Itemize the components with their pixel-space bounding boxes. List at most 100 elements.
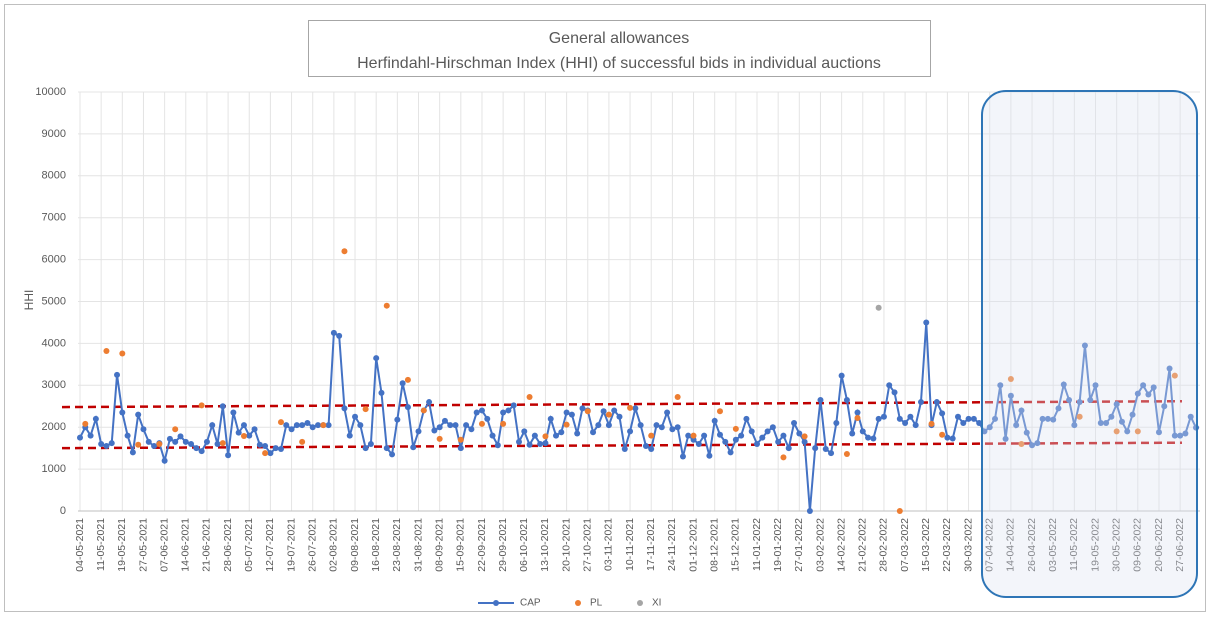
data-point — [373, 355, 380, 362]
y-tick-label: 5000 — [42, 295, 66, 307]
data-point — [605, 422, 612, 429]
data-point — [912, 422, 919, 429]
y-tick-label: 1000 — [42, 463, 66, 475]
data-point — [103, 443, 110, 450]
data-point — [923, 319, 930, 326]
data-point — [352, 413, 359, 420]
data-point — [621, 445, 628, 452]
data-point — [838, 372, 845, 379]
data-point — [1029, 442, 1036, 449]
data-point — [410, 444, 417, 451]
data-point — [198, 402, 205, 409]
x-tick-label: 19-01-2022 — [772, 518, 784, 572]
data-point — [362, 445, 369, 452]
y-tick-label: 6000 — [42, 254, 66, 266]
data-point — [288, 426, 295, 433]
x-tick-label: 20-06-2022 — [1153, 518, 1165, 572]
data-point — [346, 432, 353, 439]
y-tick-label: 2000 — [42, 421, 66, 433]
data-point — [1155, 429, 1162, 436]
data-point — [325, 422, 332, 429]
data-point — [801, 438, 808, 445]
data-point — [463, 422, 470, 429]
y-tick-label: 10000 — [35, 86, 66, 98]
data-point — [473, 409, 480, 416]
data-point — [1134, 390, 1141, 397]
data-point — [1166, 365, 1173, 372]
chart-frame — [4, 4, 1206, 612]
data-point — [214, 440, 221, 447]
data-point — [769, 424, 776, 431]
legend-label: PL — [590, 598, 603, 609]
data-point — [478, 420, 485, 427]
data-point — [383, 445, 390, 452]
data-point — [1113, 428, 1120, 435]
data-point — [679, 453, 686, 460]
x-tick-label: 07-04-2022 — [984, 518, 996, 572]
x-tick-label: 04-05-2021 — [74, 518, 86, 572]
data-point — [82, 420, 89, 427]
data-point — [293, 422, 300, 429]
data-point — [722, 438, 729, 445]
data-point — [341, 248, 348, 255]
data-point — [896, 415, 903, 422]
data-point — [225, 452, 232, 459]
data-point — [283, 422, 290, 429]
x-tick-label: 03-05-2022 — [1047, 518, 1059, 572]
x-tick-label: 19-05-2022 — [1089, 518, 1101, 572]
data-point — [870, 435, 877, 442]
y-tick-label: 7000 — [42, 212, 66, 224]
data-point — [531, 432, 538, 439]
data-point — [500, 409, 507, 416]
y-axis-label: HHI — [22, 290, 36, 311]
data-point — [103, 347, 110, 354]
data-point — [87, 432, 94, 439]
x-tick-label: 28-02-2022 — [878, 518, 890, 572]
data-point — [515, 438, 522, 445]
data-point — [1103, 420, 1110, 427]
legend: CAP PL XI — [478, 598, 661, 609]
x-tick-label: 08-09-2021 — [433, 518, 445, 572]
data-point — [748, 428, 755, 435]
data-point — [526, 441, 533, 448]
data-point — [716, 431, 723, 438]
data-point — [605, 411, 612, 418]
data-point — [304, 420, 311, 427]
data-point — [1039, 415, 1046, 422]
data-point — [1134, 428, 1141, 435]
data-point — [505, 407, 512, 414]
x-tick-label: 09-06-2022 — [1132, 518, 1144, 572]
x-tick-label: 30-05-2022 — [1110, 518, 1122, 572]
x-tick-label: 11-05-2022 — [1068, 518, 1080, 571]
data-point — [537, 440, 544, 447]
data-point — [436, 435, 443, 442]
data-point — [632, 405, 639, 412]
data-point — [907, 413, 914, 420]
data-point — [653, 422, 660, 429]
data-point — [992, 415, 999, 422]
data-point — [1002, 435, 1009, 442]
data-point — [119, 409, 126, 416]
y-tick-label: 0 — [60, 505, 66, 517]
data-point — [828, 450, 835, 457]
data-point — [801, 433, 808, 440]
x-tick-label: 30-03-2022 — [962, 518, 974, 572]
data-point — [944, 434, 951, 441]
y-tick-label: 8000 — [42, 170, 66, 182]
data-point — [357, 422, 364, 429]
data-point — [553, 432, 560, 439]
data-point — [780, 454, 787, 461]
data-point — [711, 417, 718, 424]
data-point — [785, 445, 792, 452]
data-point — [256, 441, 263, 448]
data-point — [690, 432, 697, 439]
data-point — [1087, 396, 1094, 403]
data-point — [129, 449, 136, 456]
data-point — [140, 426, 147, 433]
x-tick-label: 22-03-2022 — [941, 518, 953, 572]
data-point — [203, 438, 210, 445]
data-point — [849, 430, 856, 437]
data-point — [145, 438, 152, 445]
x-tick-label: 26-07-2021 — [307, 518, 319, 572]
data-point — [563, 421, 570, 428]
